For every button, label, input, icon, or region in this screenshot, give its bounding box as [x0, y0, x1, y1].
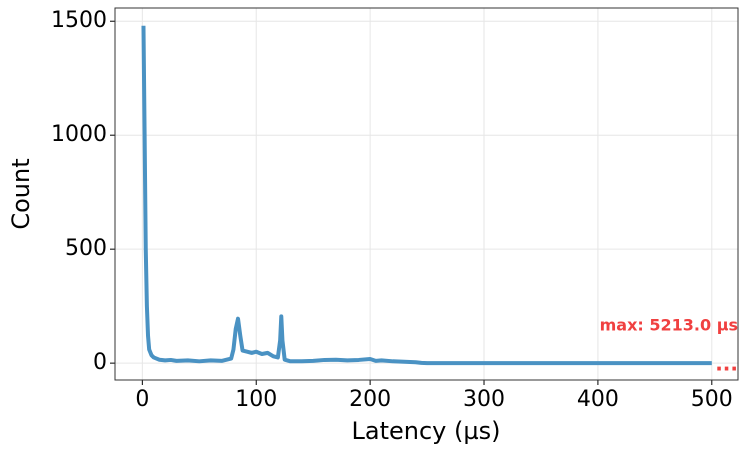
x-tick-label: 100: [235, 387, 277, 412]
x-tick-label: 500: [691, 387, 733, 412]
y-tick-label: 500: [65, 236, 107, 261]
annotation: max: 5213.0 µs: [600, 316, 738, 335]
y-tick-label: 0: [93, 350, 107, 375]
x-tick-label: 300: [463, 387, 505, 412]
y-tick-label: 1000: [51, 122, 107, 147]
x-tick-label: 200: [349, 387, 391, 412]
x-tick-label: 0: [135, 387, 149, 412]
x-axis-label: Latency (µs): [352, 417, 501, 445]
data-line: [141, 25, 712, 366]
y-tick-label: 1500: [51, 8, 107, 33]
plot-frame: [114, 7, 739, 381]
y-axis-label: Count: [7, 158, 35, 229]
x-tick-label: 400: [577, 387, 619, 412]
